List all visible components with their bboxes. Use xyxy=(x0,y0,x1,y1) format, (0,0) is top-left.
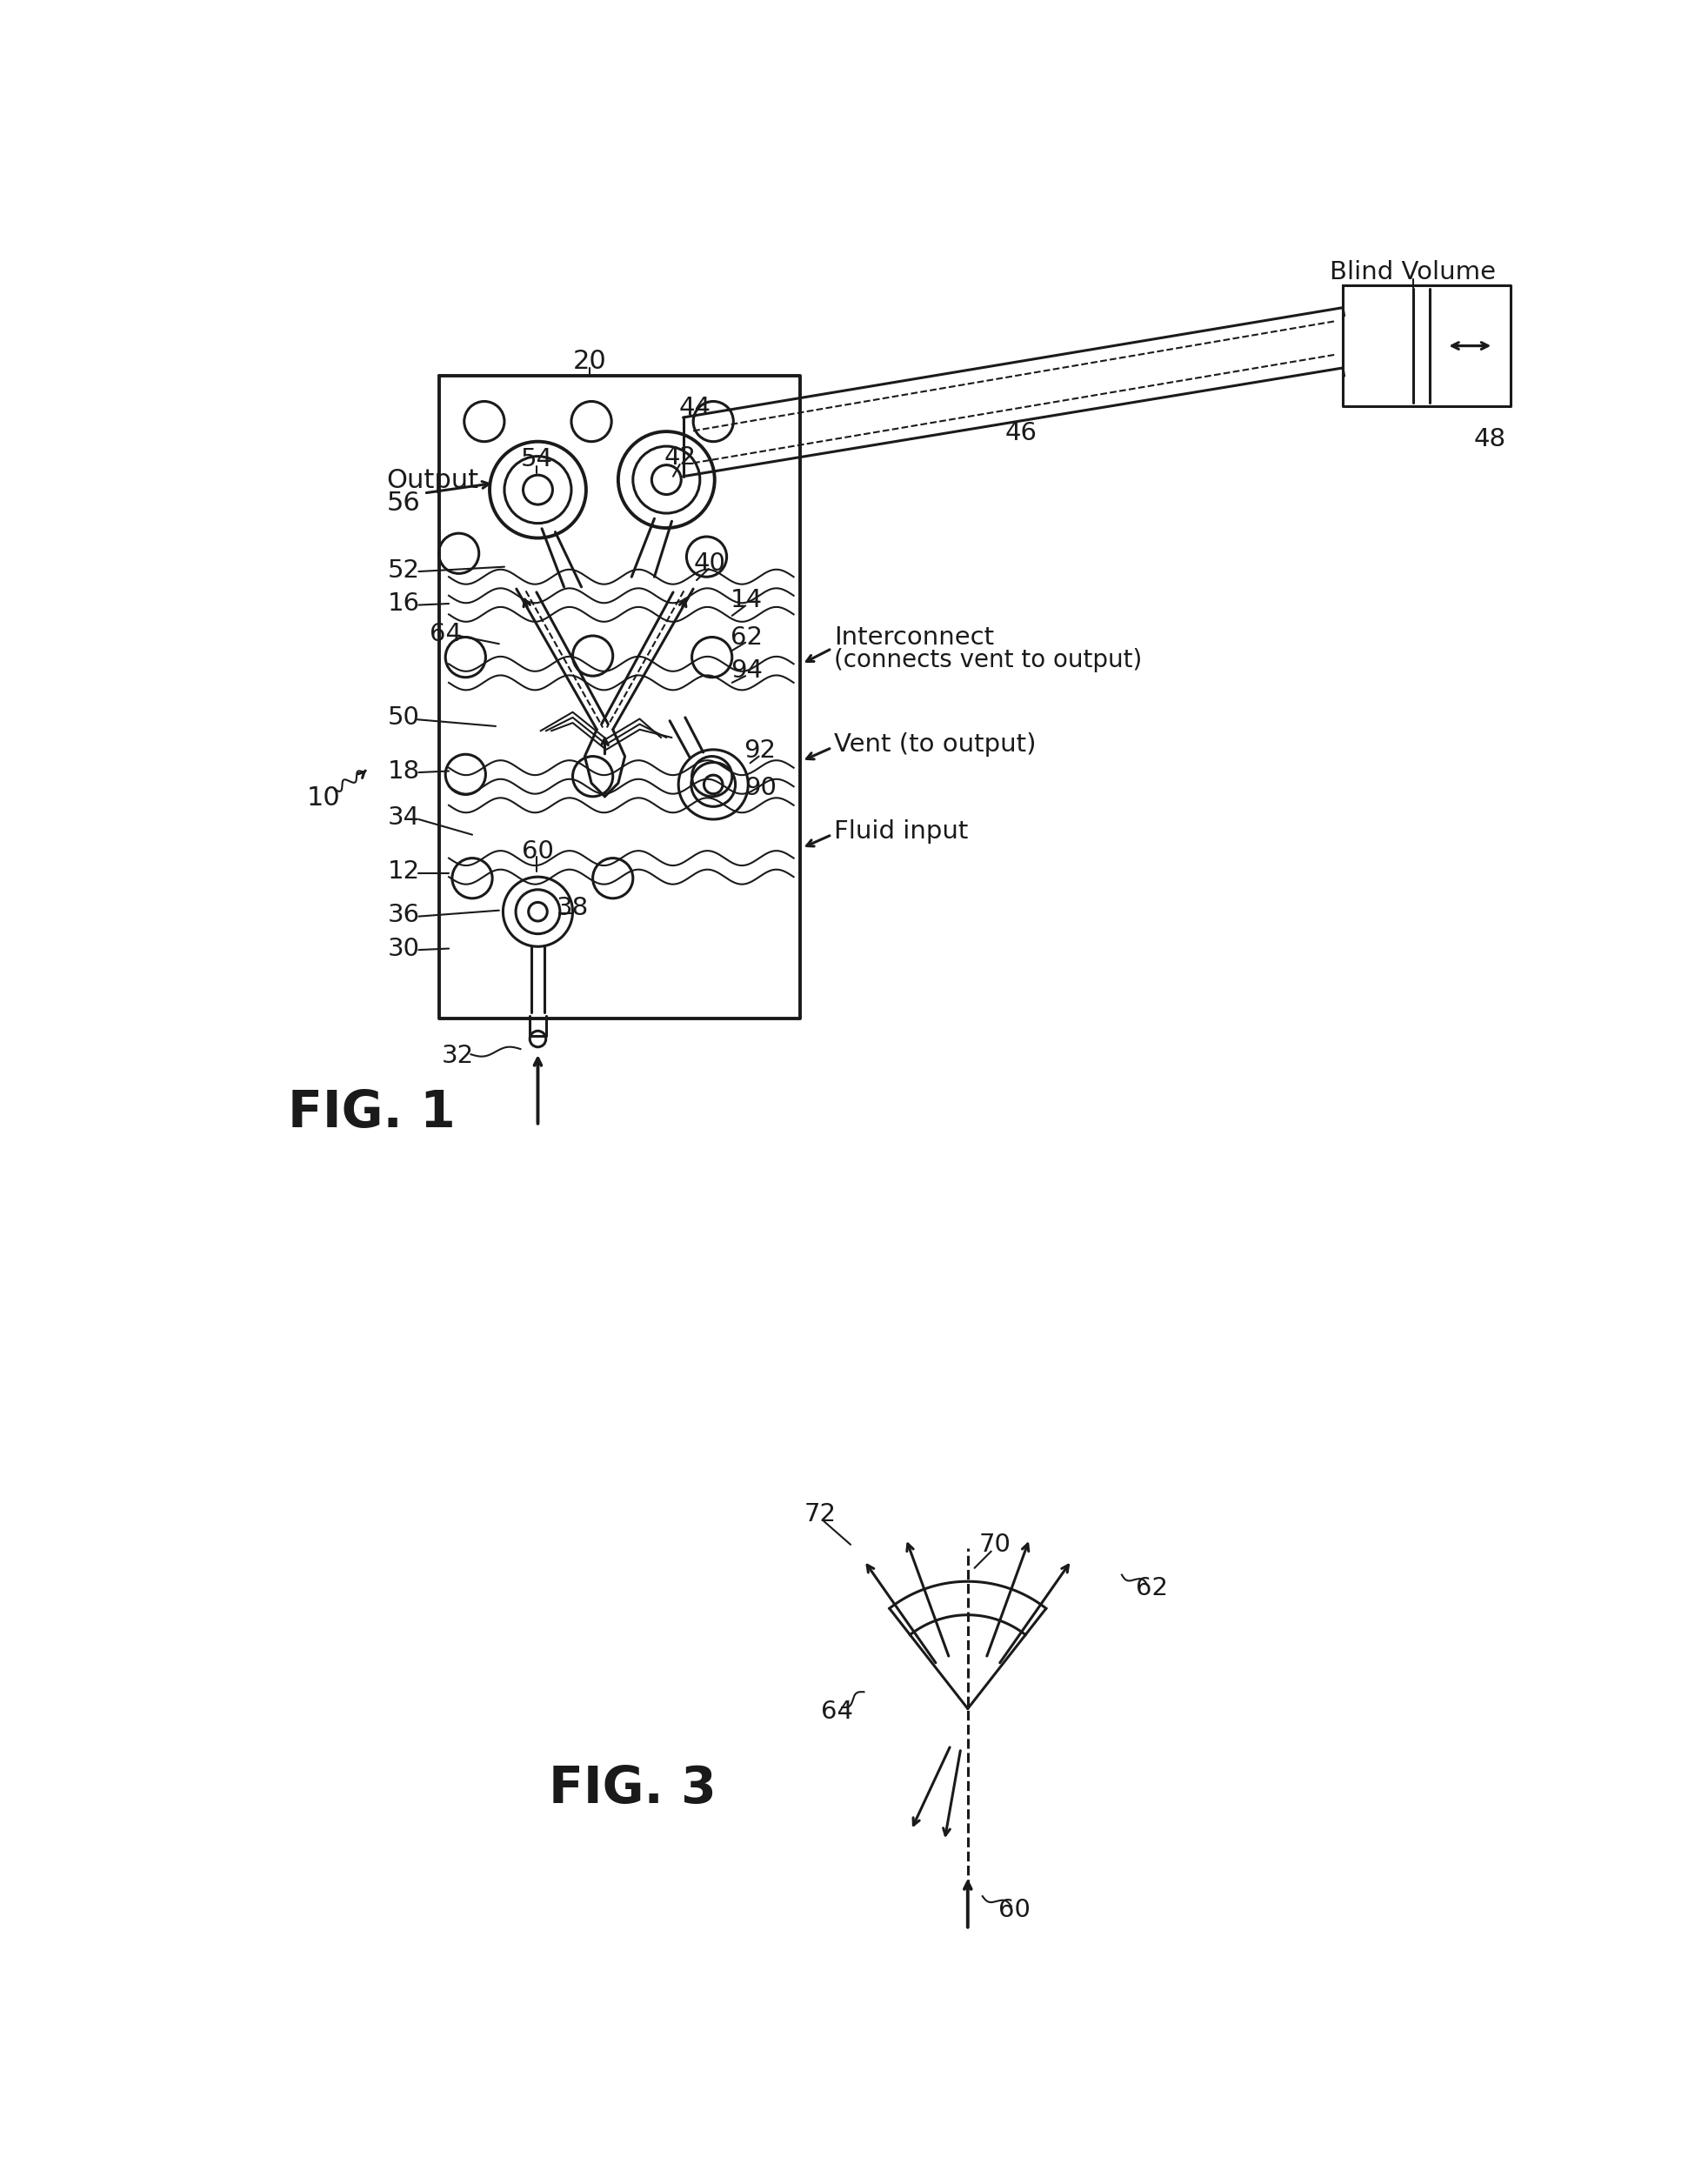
Text: 72: 72 xyxy=(804,1503,837,1527)
Text: FIG. 3: FIG. 3 xyxy=(550,1765,717,1815)
Text: FIG. 1: FIG. 1 xyxy=(289,1088,456,1138)
Text: Vent (to output): Vent (to output) xyxy=(834,732,1037,756)
Text: 62: 62 xyxy=(731,625,763,649)
Text: Blind Volume: Blind Volume xyxy=(1331,260,1496,284)
Text: 34: 34 xyxy=(388,806,420,830)
Text: 16: 16 xyxy=(388,592,420,616)
Text: 56: 56 xyxy=(386,491,420,515)
Text: 90: 90 xyxy=(745,775,775,799)
Text: 44: 44 xyxy=(678,395,711,419)
Text: 94: 94 xyxy=(731,657,763,684)
Text: 70: 70 xyxy=(979,1533,1011,1557)
Text: 18: 18 xyxy=(388,758,420,784)
Text: 92: 92 xyxy=(745,738,775,762)
Text: 54: 54 xyxy=(521,448,553,472)
Text: 36: 36 xyxy=(388,902,420,928)
Text: 10: 10 xyxy=(307,786,340,810)
Text: 32: 32 xyxy=(441,1044,473,1068)
Text: 20: 20 xyxy=(572,349,606,373)
Text: 48: 48 xyxy=(1474,428,1506,452)
Text: 38: 38 xyxy=(557,895,589,919)
Text: 30: 30 xyxy=(388,937,420,961)
Text: 14: 14 xyxy=(731,587,763,612)
Text: Fluid input: Fluid input xyxy=(834,819,968,843)
Text: Interconnect: Interconnect xyxy=(834,625,994,649)
Text: 62: 62 xyxy=(1136,1577,1168,1601)
Text: 60: 60 xyxy=(523,839,553,863)
Text: 42: 42 xyxy=(664,446,695,470)
Text: 50: 50 xyxy=(388,705,420,729)
Text: 64: 64 xyxy=(429,622,461,646)
Text: 12: 12 xyxy=(388,858,420,885)
Text: 60: 60 xyxy=(999,1898,1030,1922)
Text: Output: Output xyxy=(386,467,478,494)
Text: (connects vent to output): (connects vent to output) xyxy=(834,649,1143,673)
Text: 46: 46 xyxy=(1006,422,1037,446)
Text: 64: 64 xyxy=(822,1699,854,1723)
Text: 52: 52 xyxy=(388,557,420,583)
Text: 40: 40 xyxy=(693,550,726,577)
